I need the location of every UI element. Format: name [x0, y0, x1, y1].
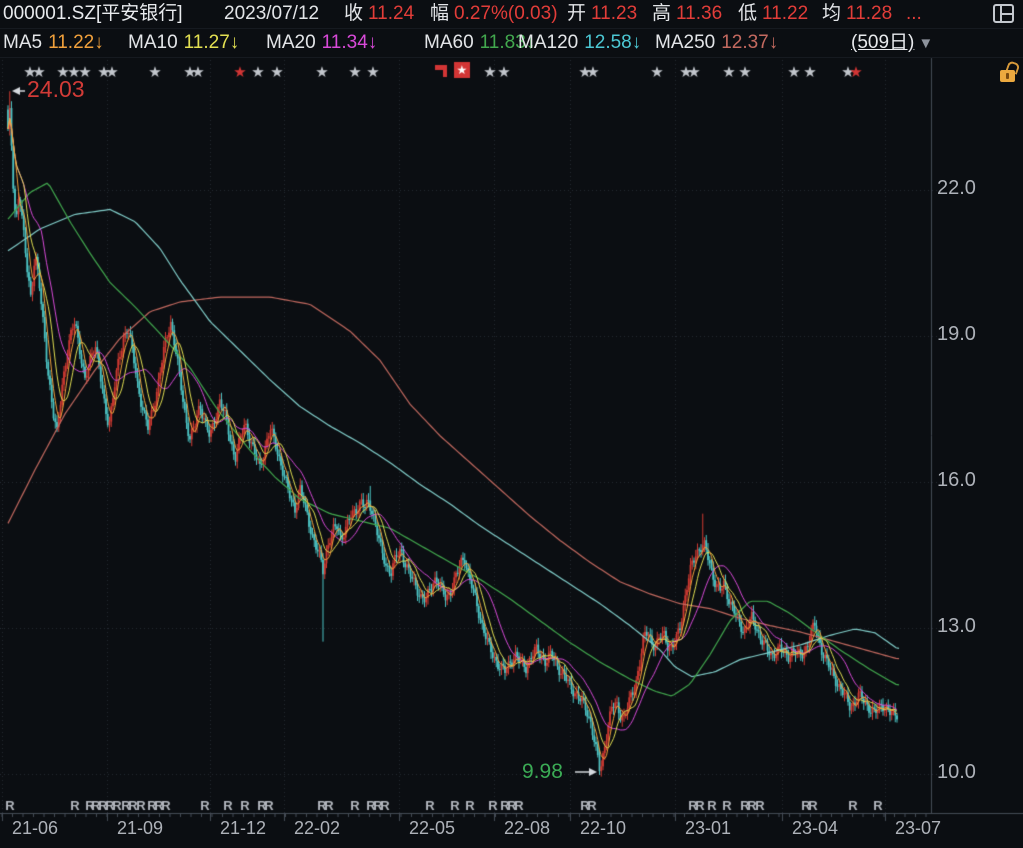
- x-tick-2208: 22-08: [503, 818, 551, 838]
- x-tick-2112: 21-12: [219, 818, 267, 838]
- ma10-legend: MA10 11.27↓: [128, 32, 240, 53]
- lock-body: [1000, 70, 1015, 82]
- panel-icon-divider-h: [1002, 13, 1012, 15]
- y-tick-19: 19.0: [937, 323, 976, 345]
- lock-keyhole: [1006, 73, 1009, 79]
- ma250-legend: MA250 12.37↓: [655, 32, 779, 53]
- quote-field-change: 幅 0.27%(0.03): [430, 3, 558, 24]
- x-tick-2301: 23-01: [684, 818, 732, 838]
- period-selector[interactable]: (509日) ▼: [851, 32, 934, 53]
- x-tick-2304: 23-04: [791, 818, 839, 838]
- quote-field-open: 开 11.23: [567, 3, 638, 24]
- x-tick-2307: 23-07: [894, 818, 942, 838]
- period-low-annotation: 9.98: [522, 760, 563, 783]
- x-tick-2205: 22-05: [408, 818, 456, 838]
- quote-field-low: 低 11.22: [738, 3, 809, 24]
- y-tick-13: 13.0: [937, 615, 976, 637]
- x-tick-2109: 21-09: [116, 818, 164, 838]
- y-tick-10: 10.0: [937, 761, 976, 783]
- ma60-legend: MA60 11.83↓: [424, 32, 536, 53]
- layout-panel-icon[interactable]: [993, 4, 1014, 23]
- chevron-down-icon[interactable]: ▼: [918, 35, 934, 52]
- period-high-annotation: 24.03: [27, 76, 85, 102]
- ma20-legend: MA20 11.34↓: [266, 32, 378, 53]
- quote-field-close: 收 11.24: [344, 3, 415, 24]
- quote-more-ellipsis[interactable]: ...: [906, 3, 922, 24]
- y-tick-16: 16.0: [937, 469, 976, 491]
- panel-icon-divider-v: [1000, 6, 1002, 21]
- symbol-name: 000001.SZ[平安银行]: [3, 3, 183, 24]
- ma120-legend: MA120 12.58↓: [518, 32, 642, 53]
- x-tick-2106: 21-06: [11, 818, 59, 838]
- quote-header: 000001.SZ[平安银行] 2023/07/12 收 11.24 幅 0.27%…: [0, 0, 1023, 29]
- x-tick-2210: 22-10: [579, 818, 627, 838]
- session-date: 2023/07/12: [224, 3, 320, 24]
- quote-field-high: 高 11.36: [652, 3, 723, 24]
- ma5-legend: MA5 11.22↓: [3, 32, 104, 53]
- quote-field-avg: 均 11.28: [822, 3, 893, 24]
- lock-icon[interactable]: [999, 60, 1021, 85]
- ma-legend-bar: MA5 11.22↓ MA10 11.27↓ MA20 11.34↓ MA60 11.8…: [0, 29, 1023, 82]
- x-tick-2202: 22-02: [293, 818, 341, 838]
- y-tick-22: 22.0: [937, 177, 976, 199]
